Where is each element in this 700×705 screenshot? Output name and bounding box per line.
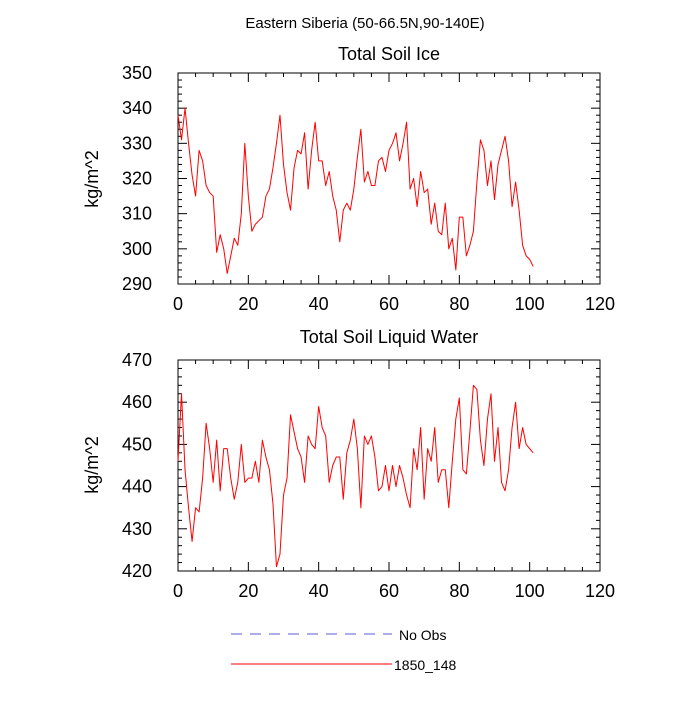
series-line-1850-148 — [177, 107, 534, 274]
x-tick-label: 120 — [585, 581, 615, 601]
legend-label-1850-148: 1850_148 — [394, 657, 457, 673]
x-tick-label: 120 — [585, 294, 615, 314]
x-tick-label: 80 — [449, 581, 469, 601]
panel-title: Total Soil Ice — [338, 44, 440, 64]
y-tick-label: 420 — [122, 561, 152, 581]
y-axis-label: kg/m^2 — [82, 150, 102, 207]
legend: No Obs 1850_148 — [231, 627, 457, 673]
x-tick-label: 60 — [379, 581, 399, 601]
y-tick-label: 310 — [122, 204, 152, 224]
y-axis-label: kg/m^2 — [82, 436, 102, 493]
legend-label-no-obs: No Obs — [399, 627, 446, 643]
y-tick-label: 450 — [122, 434, 152, 454]
y-tick-label: 290 — [122, 274, 152, 294]
y-tick-label: 350 — [122, 63, 152, 83]
x-tick-label: 0 — [173, 581, 183, 601]
x-tick-label: 40 — [309, 581, 329, 601]
y-tick-label: 440 — [122, 477, 152, 497]
y-tick-label: 460 — [122, 392, 152, 412]
x-tick-label: 20 — [238, 581, 258, 601]
y-tick-label: 470 — [122, 350, 152, 370]
y-tick-label: 320 — [122, 169, 152, 189]
figure-suptitle: Eastern Siberia (50-66.5N,90-140E) — [245, 15, 484, 32]
x-tick-label: 80 — [449, 294, 469, 314]
y-tick-label: 430 — [122, 519, 152, 539]
plot-frame — [177, 359, 601, 572]
series-line-1850-148 — [177, 384, 534, 568]
x-tick-label: 20 — [238, 294, 258, 314]
y-tick-label: 300 — [122, 239, 152, 259]
x-tick-label: 100 — [515, 294, 545, 314]
x-tick-label: 100 — [515, 581, 545, 601]
x-tick-label: 60 — [379, 294, 399, 314]
x-tick-label: 0 — [173, 294, 183, 314]
plot-frame — [177, 72, 601, 285]
x-tick-label: 40 — [309, 294, 329, 314]
panel-total-soil-liquid-water: Total Soil Liquid Water kg/m^2 0 20 40 60 80… — [82, 327, 615, 601]
panel-total-soil-ice: Total Soil Ice kg/m^2 0 20 40 60 80 100 120 290… — [82, 44, 615, 314]
y-tick-label: 340 — [122, 98, 152, 118]
panel-title: Total Soil Liquid Water — [300, 327, 478, 347]
y-tick-label: 330 — [122, 133, 152, 153]
